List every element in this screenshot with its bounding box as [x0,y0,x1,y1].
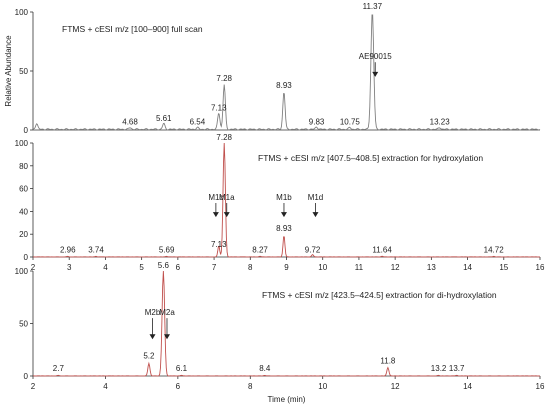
panel-2-arrow-head [223,212,230,218]
panel-1-metabolite-label: AE90015 [359,52,392,61]
panel-2-peak-label: 8.93 [276,224,292,233]
panel-2-x-tick-label: 10 [318,263,327,272]
panel-1-peak-label: 6.54 [190,117,206,126]
panel-2-metabolite-label: M1d [308,193,324,202]
panel-2-y-tick-label: 20 [19,230,28,239]
y-axis-title: Relative Abundance [4,35,13,107]
panel-2-peak-label: 7.28 [216,133,232,142]
panel-3-metabolite-label: M2a [159,308,175,317]
panel-3-x-tick-label: 16 [536,382,545,391]
panel-3-peak-label: 13.2 [431,364,447,373]
panel-1-peak-label: 8.93 [276,81,292,90]
panel-2-x-tick-label: 9 [284,263,289,272]
panel-1-peak-label: 11.37 [363,2,383,11]
panel-2-peak-label: 3.74 [88,246,104,255]
panel-3-x-tick-label: 8 [248,382,253,391]
panel-2-x-tick-label: 16 [536,263,545,272]
panel-1-y-tick-label: 0 [24,126,29,135]
panel-1-arrow-head [372,71,379,77]
panel-1-y-tick-label: 50 [19,67,28,76]
panel-3-peak-label: 5.6 [158,261,170,270]
panel-2-y-tick-label: 40 [19,207,28,216]
panel-1-title: FTMS + cESI m/z [100–900] full scan [62,24,203,34]
panel-3-x-tick-label: 10 [318,382,327,391]
panel-3-x-tick-label: 6 [176,382,181,391]
panel-2-arrow-head [212,212,219,218]
panel-2-title: FTMS + cESI m/z [407.5–408.5] extraction… [258,153,483,163]
panel-2-x-tick-label: 14 [463,263,472,272]
panel-2-peak-label: 9.72 [305,246,321,255]
panel-3-peak-label: 5.2 [143,351,155,360]
panel-1-peak-label: 10.75 [340,117,361,126]
panel-3-x-tick-label: 4 [103,382,108,391]
panel-3-metabolite-label: M2b [145,308,161,317]
panel-2-x-tick-label: 8 [248,263,253,272]
panel-3-peak-label: 2.7 [53,364,65,373]
panel-3-y-tick-label: 0 [24,372,29,381]
panel-2-arrow-head [312,212,319,218]
panel-3-y-tick-label: 50 [19,320,28,329]
panel-3-y-tick-label: 100 [15,267,29,276]
panel-2-x-tick-label: 7 [212,263,217,272]
panel-2-x-tick-label: 12 [391,263,400,272]
panel-2-trace [32,142,541,258]
panel-3-title: FTMS + cESI m/z [423.5–424.5] extraction… [262,290,497,300]
panel-2-x-tick-label: 3 [67,263,72,272]
panel-2-x-tick-label: 6 [176,263,181,272]
panel-1-peak-label: 7.28 [216,74,232,83]
panel-2-peak-label: 2.96 [60,246,76,255]
panel-3-peak-label: 6.1 [176,364,188,373]
panel-1-peak-label: 13.23 [430,117,451,126]
panel-1-peak-label: 7.13 [211,103,227,112]
panel-2-metabolite-label: M1a [219,193,235,202]
panel-3-peak-label: 13.7 [449,364,465,373]
panel-2-peak-label: 8.27 [252,246,268,255]
panel-1-trace [32,14,541,131]
panel-2-peak-label: 11.64 [372,246,392,255]
panel-3-peak-label: 11.8 [380,357,396,366]
panel-3-arrow-head [163,334,170,340]
panel-2-x-tick-label: 2 [31,263,36,272]
panel-2-y-tick-label: 80 [19,162,28,171]
panel-1-peak-label: 4.68 [122,117,138,126]
panel-3-x-tick-label: 2 [31,382,36,391]
panel-2-peak-label: 7.13 [211,240,227,249]
panel-1-peak-label: 9.83 [309,117,325,126]
panel-3-x-tick-label: 14 [463,382,472,391]
panel-2-y-tick-label: 0 [24,253,29,262]
panel-3-trace [32,270,541,377]
panel-2-x-tick-label: 15 [499,263,508,272]
panel-2-arrow-head [280,212,287,218]
panel-3-arrow-head [149,334,156,340]
panel-2-peak-label: 14.72 [484,246,505,255]
panel-2-x-tick-label: 5 [139,263,144,272]
panel-2-y-tick-label: 100 [15,139,29,148]
panel-2-metabolite-label: M1b [276,193,292,202]
panel-2-x-tick-label: 13 [427,263,436,272]
panel-2-metabolite-label: M1c [208,193,223,202]
panel-3-x-tick-label: 12 [391,382,400,391]
panel-2-peak-label: 5.69 [159,246,175,255]
x-axis-title: Time (min) [268,395,306,404]
panel-1-peak-label: 5.61 [156,114,172,123]
panel-2-x-tick-label: 11 [355,263,364,272]
panel-3-peak-label: 8.4 [259,364,271,373]
panel-2-x-tick-label: 4 [103,263,108,272]
panel-2-y-tick-label: 60 [19,185,28,194]
panel-1-y-tick-label: 100 [15,8,29,17]
